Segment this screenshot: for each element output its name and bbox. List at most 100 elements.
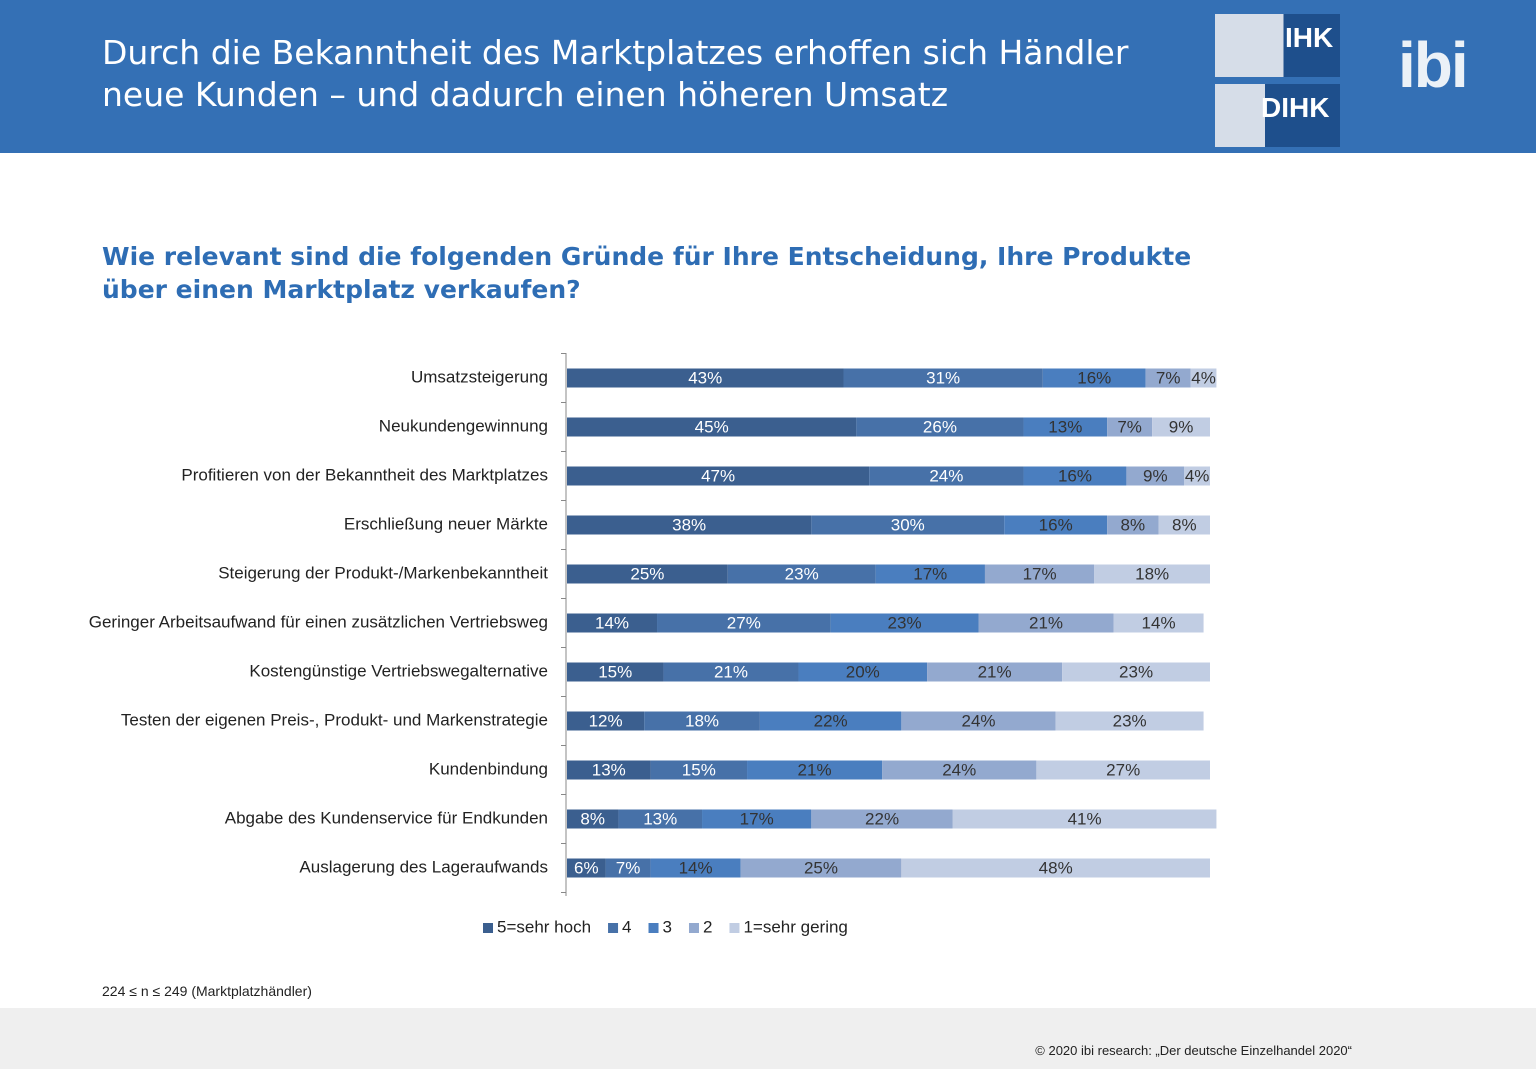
bar-segment [798, 662, 928, 682]
bar-segment [567, 417, 857, 437]
bar-segment [702, 809, 812, 829]
bar-segment [650, 858, 741, 878]
logo-ibi: ibi [1398, 29, 1469, 101]
logo-text: IHK [1285, 22, 1334, 53]
bar-segment [567, 809, 619, 829]
bar-segment [605, 858, 651, 878]
value-label: 21% [714, 662, 748, 681]
bar-segment [811, 515, 1005, 535]
bar-segment [875, 564, 985, 584]
value-label: 6% [574, 858, 599, 877]
value-label: 17% [740, 809, 774, 828]
bar-segment [978, 613, 1114, 633]
value-label: 14% [595, 613, 629, 632]
bar-segment [663, 662, 799, 682]
logo-dihk: DIHK [1215, 84, 1340, 147]
legend-label: 5=sehr hoch [497, 917, 591, 936]
bar-segment [644, 711, 760, 731]
copyright: © 2020 ibi research: „Der deutsche Einze… [1035, 1043, 1352, 1058]
legend-label: 3 [663, 917, 672, 936]
chart: Umsatzsteigerung 43% 31% 16% 7% 4% Neukundenge… [89, 353, 1217, 936]
bar-segment [1145, 368, 1191, 388]
bar-segment [952, 809, 1217, 829]
value-label: 17% [913, 564, 947, 583]
legend-swatch [729, 923, 740, 933]
bar-segment [843, 368, 1043, 388]
value-label: 22% [865, 809, 899, 828]
bar-segment [740, 858, 902, 878]
bar-segment [727, 564, 876, 584]
value-label: 4% [1185, 466, 1210, 485]
bar-segment [657, 613, 831, 633]
bar-segment [618, 809, 703, 829]
bar-segment [567, 760, 651, 780]
bar-segment [1023, 417, 1108, 437]
value-label: 8% [1172, 515, 1197, 534]
category-label: Kundenbindung [429, 759, 548, 778]
bar-segment [567, 368, 844, 388]
bar-segment [567, 515, 812, 535]
bar-segment [1184, 466, 1210, 486]
category-label: Auslagerung des Lageraufwands [299, 857, 548, 876]
value-label: 41% [1068, 809, 1102, 828]
value-label: 48% [1039, 858, 1073, 877]
value-label: 18% [685, 711, 719, 730]
value-label: 47% [701, 466, 735, 485]
bar-segment [1126, 466, 1185, 486]
bar-segment [567, 466, 870, 486]
value-label: 9% [1169, 417, 1194, 436]
header: Durch die Bekanntheit des Marktplatzes e… [0, 0, 1536, 153]
logo-text: DIHK [1261, 92, 1330, 123]
value-label: 7% [1156, 368, 1181, 387]
footnote: 224 ≤ n ≤ 249 (Marktplatzhändler) [102, 983, 312, 999]
category-label: Steigerung der Produkt-/Markenbekannthei… [218, 563, 548, 582]
bar-segment [1107, 515, 1159, 535]
value-label: 23% [1119, 662, 1153, 681]
legend-swatch [483, 923, 493, 933]
value-label: 21% [978, 662, 1012, 681]
legend-swatch [608, 923, 619, 933]
chart-title: Wie relevant sind die folgenden Gründe f… [102, 242, 1192, 304]
bar-segment [1023, 466, 1127, 486]
value-label: 17% [1023, 564, 1057, 583]
value-label: 24% [962, 711, 996, 730]
bar-segment [1042, 368, 1146, 388]
value-label: 18% [1135, 564, 1169, 583]
bar-segment [830, 613, 979, 633]
value-label: 23% [1113, 711, 1147, 730]
bar-segment [901, 858, 1210, 878]
value-label: 15% [682, 760, 716, 779]
value-label: 13% [1048, 417, 1082, 436]
bar-segment [1158, 515, 1210, 535]
value-label: 24% [929, 466, 963, 485]
legend-swatch [688, 923, 699, 933]
bar-segment [567, 662, 664, 682]
value-label: 22% [814, 711, 848, 730]
bar-segment [567, 613, 658, 633]
category-label: Kostengünstige Vertriebswegalternative [249, 661, 548, 680]
value-label: 8% [1121, 515, 1146, 534]
category-label: Geringer Arbeitsaufwand für einen zusätz… [89, 612, 548, 631]
bar-segment [984, 564, 1095, 584]
legend-label: 2 [703, 917, 712, 936]
bar-segment [811, 809, 953, 829]
value-label: 26% [923, 417, 957, 436]
logo-ihk: IHK [1215, 14, 1340, 77]
category-label: Profitieren von der Bekanntheit des Mark… [181, 465, 548, 484]
value-label: 23% [888, 613, 922, 632]
value-label: 7% [1117, 417, 1142, 436]
value-label: 16% [1039, 515, 1073, 534]
bar-segment [1190, 368, 1217, 388]
category-label: Testen der eigenen Preis-, Produkt- und … [121, 710, 548, 729]
value-label: 30% [891, 515, 925, 534]
value-label: 27% [1106, 760, 1140, 779]
bar-segment [1152, 417, 1210, 437]
value-label: 12% [589, 711, 623, 730]
bar-segment [1113, 613, 1204, 633]
bar-segment [1062, 662, 1210, 682]
value-label: 43% [688, 368, 722, 387]
value-label: 7% [616, 858, 641, 877]
value-label: 14% [1142, 613, 1176, 632]
value-label: 20% [846, 662, 880, 681]
